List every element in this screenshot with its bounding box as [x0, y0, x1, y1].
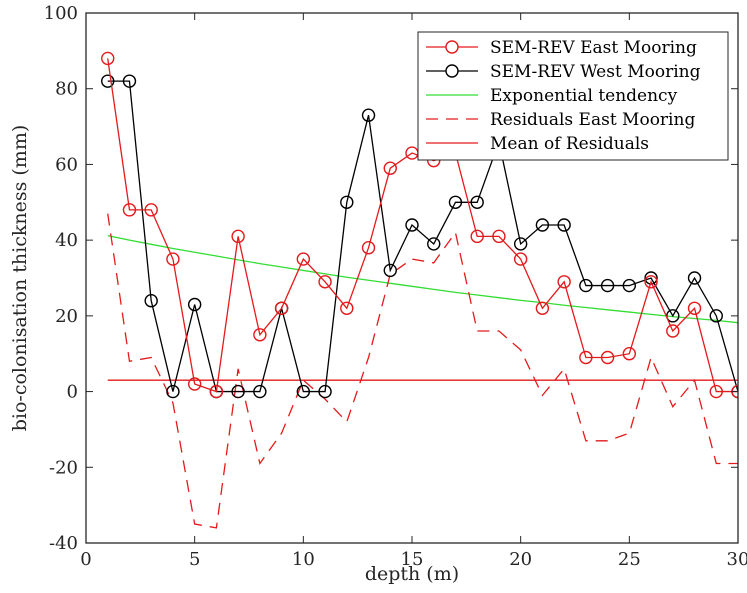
- data-point: [513, 252, 528, 266]
- legend: SEM-REV East Mooring SEM-REV West Mooring…: [417, 31, 729, 161]
- legend-entry-label: Exponential tendency: [490, 86, 678, 106]
- x-tick-label: 30: [727, 549, 747, 570]
- x-tick-label: 15: [401, 549, 424, 570]
- data-point: [492, 229, 506, 244]
- data-point: [231, 384, 245, 399]
- x-tick-label: 20: [509, 549, 532, 570]
- data-point: [296, 384, 311, 399]
- legend-entry-label: SEM-REV West Mooring: [490, 62, 701, 82]
- data-point: [557, 218, 571, 232]
- data-point: [687, 271, 702, 285]
- legend-box: [417, 31, 729, 161]
- legend-marker: [445, 40, 459, 54]
- data-point: [383, 161, 397, 175]
- data-point: [144, 203, 158, 217]
- data-point: [427, 237, 441, 251]
- y-axis-label: bio-colonisation thickness (mm): [9, 125, 31, 432]
- data-point: [296, 252, 311, 266]
- x-axis-label: depth (m): [365, 563, 459, 585]
- legend-entry-label: Mean of Residuals: [490, 134, 649, 154]
- series-line: [107, 80, 738, 393]
- data-point: [101, 51, 115, 66]
- tick-layer: 0 5 10 15 20 25 30 -40 -20 0 20 40 60 80 100: [44, 3, 747, 570]
- data-point: [579, 278, 593, 293]
- series-line: [107, 213, 738, 529]
- y-tick-label: -20: [49, 457, 78, 478]
- x-tick-label: 5: [189, 549, 200, 570]
- data-point: [535, 218, 550, 232]
- data-point: [513, 237, 528, 251]
- data-point: [187, 297, 202, 312]
- data-point: [709, 384, 723, 399]
- data-point: [470, 195, 484, 209]
- series-residuals-east-mooring: [107, 213, 738, 529]
- data-point: [600, 278, 615, 293]
- data-point: [600, 350, 615, 365]
- y-tick-label: 20: [55, 306, 78, 327]
- data-point: [122, 74, 137, 88]
- data-point: [687, 301, 702, 315]
- data-point: [274, 301, 289, 315]
- data-point: [166, 252, 180, 266]
- y-tick-label: 40: [55, 230, 78, 251]
- data-point: [187, 377, 202, 391]
- y-tick-label: -40: [49, 533, 78, 554]
- data-point: [231, 229, 245, 244]
- series-exponential-tendency: [107, 234, 738, 324]
- data-point: [340, 301, 354, 315]
- data-point: [122, 203, 137, 217]
- data-point: [644, 275, 658, 289]
- data-point: [144, 294, 158, 308]
- data-point: [470, 229, 484, 244]
- data-point: [253, 328, 267, 342]
- y-tick-label: 100: [44, 3, 78, 24]
- data-point: [557, 275, 571, 289]
- legend-marker: [445, 64, 459, 78]
- x-tick-label: 10: [292, 549, 315, 570]
- data-point: [318, 275, 332, 289]
- data-point: [253, 384, 267, 399]
- data-point: [361, 241, 376, 255]
- y-tick-label: 0: [67, 382, 78, 403]
- data-point: [666, 324, 680, 338]
- data-point: [318, 384, 332, 399]
- x-tick-label: 25: [618, 549, 641, 570]
- series-line: [107, 234, 738, 324]
- data-point: [622, 278, 637, 293]
- data-point: [579, 350, 593, 365]
- data-point: [709, 309, 723, 323]
- data-point: [166, 384, 180, 399]
- data-point: [361, 108, 376, 122]
- legend-entry-label: SEM-REV East Mooring: [490, 38, 697, 58]
- data-point: [101, 74, 115, 88]
- data-point: [448, 195, 463, 209]
- data-point: [209, 384, 224, 399]
- x-tick-label: 0: [80, 549, 91, 570]
- data-point: [405, 218, 419, 232]
- data-point: [535, 301, 550, 315]
- data-point: [383, 263, 397, 278]
- y-tick-label: 80: [55, 79, 78, 100]
- y-tick-label: 60: [55, 154, 78, 175]
- data-point: [340, 195, 354, 209]
- data-point: [622, 347, 637, 361]
- legend-entry-label: Residuals East Mooring: [490, 110, 695, 130]
